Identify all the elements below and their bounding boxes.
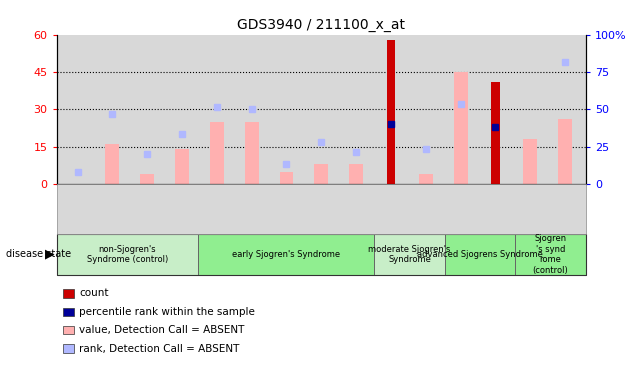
Bar	[314, 164, 328, 184]
Bar	[524, 139, 537, 184]
Text: ▶: ▶	[45, 248, 55, 261]
Bar	[558, 119, 572, 184]
Text: advanced Sjogrens Syndrome: advanced Sjogrens Syndrome	[417, 250, 543, 259]
Bar	[387, 40, 395, 184]
Text: early Sjogren's Syndrome: early Sjogren's Syndrome	[232, 250, 340, 259]
Text: count: count	[79, 288, 109, 298]
Bar	[175, 149, 189, 184]
Bar	[140, 174, 154, 184]
Bar	[210, 122, 224, 184]
Text: disease state: disease state	[6, 249, 71, 260]
Bar	[244, 122, 259, 184]
Text: Sjogren
's synd
rome
(control): Sjogren 's synd rome (control)	[533, 234, 568, 275]
Bar	[454, 72, 467, 184]
Text: percentile rank within the sample: percentile rank within the sample	[79, 307, 255, 317]
Title: GDS3940 / 211100_x_at: GDS3940 / 211100_x_at	[238, 18, 405, 32]
Bar	[105, 144, 119, 184]
Text: non-Sjogren's
Syndrome (control): non-Sjogren's Syndrome (control)	[87, 245, 168, 264]
Text: value, Detection Call = ABSENT: value, Detection Call = ABSENT	[79, 325, 244, 335]
Bar	[349, 164, 363, 184]
Text: moderate Sjogren's
Syndrome: moderate Sjogren's Syndrome	[369, 245, 450, 264]
Bar	[491, 82, 500, 184]
Bar	[280, 172, 294, 184]
Bar	[419, 174, 433, 184]
Text: rank, Detection Call = ABSENT: rank, Detection Call = ABSENT	[79, 344, 240, 354]
